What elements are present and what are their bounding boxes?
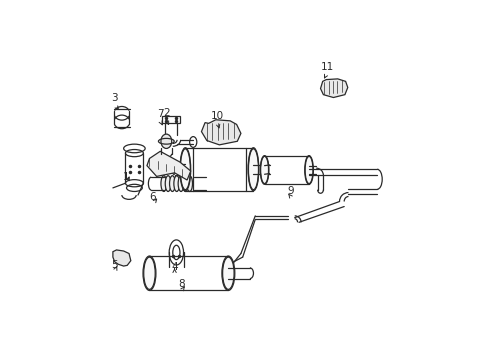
Text: 8: 8 <box>178 279 184 289</box>
Polygon shape <box>147 151 190 180</box>
Text: 2: 2 <box>163 108 169 118</box>
Polygon shape <box>320 79 347 98</box>
Ellipse shape <box>186 176 192 192</box>
Ellipse shape <box>180 148 190 191</box>
Text: 11: 11 <box>320 62 333 72</box>
Ellipse shape <box>222 256 234 291</box>
Text: 1: 1 <box>122 172 129 182</box>
Ellipse shape <box>174 176 179 192</box>
Ellipse shape <box>165 176 171 192</box>
Polygon shape <box>201 120 241 145</box>
Ellipse shape <box>304 156 313 184</box>
Text: 9: 9 <box>287 186 294 196</box>
Text: 6: 6 <box>149 192 156 202</box>
Ellipse shape <box>182 176 188 192</box>
Ellipse shape <box>169 176 175 192</box>
Text: 3: 3 <box>111 93 118 103</box>
Text: 4: 4 <box>171 262 178 272</box>
Ellipse shape <box>260 156 268 184</box>
Ellipse shape <box>247 148 258 191</box>
Text: 7: 7 <box>157 109 163 120</box>
Polygon shape <box>113 250 131 266</box>
Ellipse shape <box>161 134 171 148</box>
Text: 5: 5 <box>111 260 118 270</box>
Ellipse shape <box>161 176 166 192</box>
Ellipse shape <box>142 256 156 291</box>
Ellipse shape <box>178 176 183 192</box>
Text: 10: 10 <box>211 111 224 121</box>
